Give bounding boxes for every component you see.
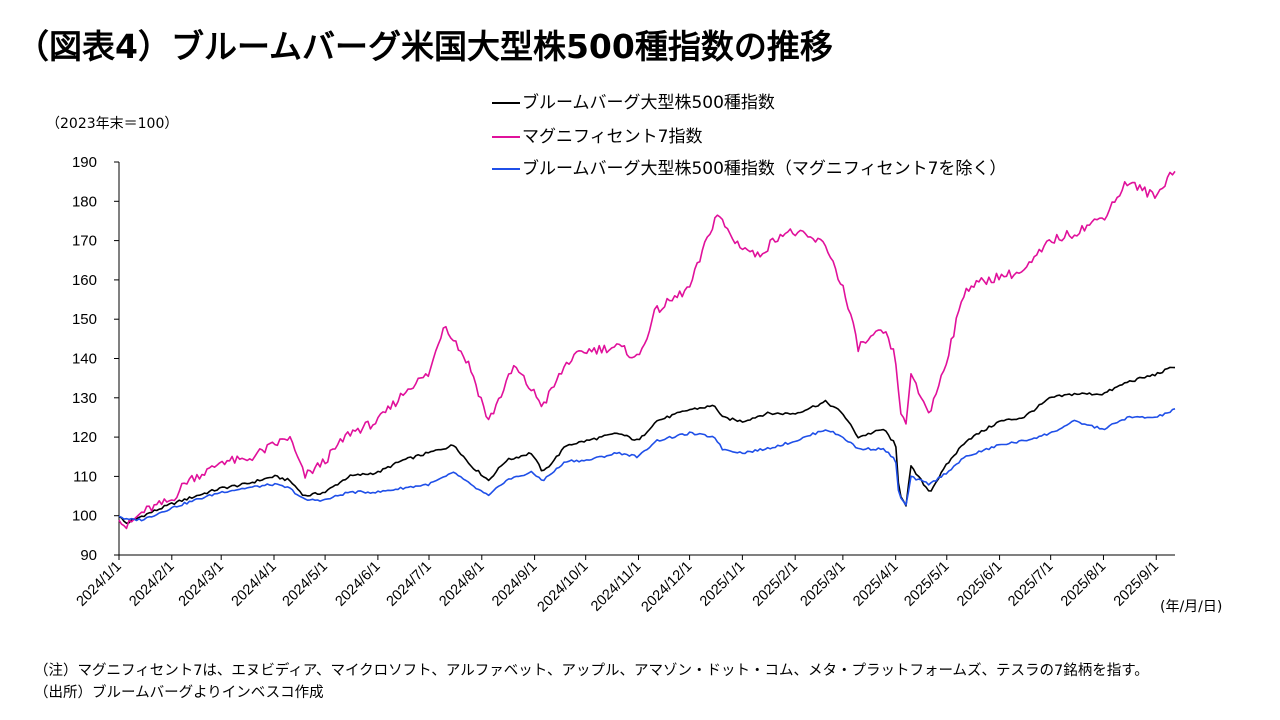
- series-line-sp500: [118, 366, 1176, 525]
- footnote-note: （注）マグニフィセント7は、エヌビディア、マイクロソフト、アルファベット、アップ…: [34, 663, 1149, 679]
- y-axis-unit-label: （2023年末＝100）: [46, 116, 179, 132]
- x-tick-label: 2025/9/1: [1111, 559, 1162, 610]
- x-tick-label: 2024/1/1: [74, 559, 125, 610]
- chart-title: （図表4）ブルームバーグ米国大型株500種指数の推移: [16, 27, 833, 66]
- series-line-ex-mag7: [118, 408, 1176, 522]
- x-tick-label: 2024/7/1: [384, 559, 435, 610]
- x-tick-label: 2025/6/1: [954, 559, 1005, 610]
- x-tick-label: 2024/5/1: [280, 559, 331, 610]
- y-tick-label: 150: [72, 311, 97, 328]
- y-tick-label: 170: [72, 233, 97, 250]
- y-tick-label: 160: [72, 272, 97, 289]
- legend-item-mag7: マグニフィセント7指数: [492, 124, 702, 150]
- x-tick-label: 2025/7/1: [1005, 559, 1056, 610]
- x-tick-label: 2024/12/1: [638, 559, 695, 616]
- x-tick-label: 2025/1/1: [697, 559, 748, 610]
- y-tick-label: 140: [72, 351, 97, 368]
- x-tick-label: 2025/2/1: [750, 559, 801, 610]
- legend-label-sp500: ブルームバーグ大型株500種指数: [522, 93, 775, 113]
- y-tick-label: 120: [72, 429, 97, 446]
- x-tick-label: 2024/2/1: [126, 559, 177, 610]
- y-tick-label: 130: [72, 390, 97, 407]
- x-axis-unit-label: (年/月/日): [1160, 599, 1223, 615]
- y-tick-label: 190: [72, 154, 97, 171]
- legend-item-ex-mag7: ブルームバーグ大型株500種指数（マグニフィセント7を除く）: [492, 156, 1006, 182]
- legend-label-ex-mag7: ブルームバーグ大型株500種指数（マグニフィセント7を除く）: [522, 159, 1007, 179]
- legend-swatch-sp500: [492, 102, 520, 104]
- y-tick-label: 100: [72, 508, 97, 525]
- footnotes: （注）マグニフィセント7は、エヌビディア、マイクロソフト、アルファベット、アップ…: [34, 660, 1149, 704]
- legend-label-mag7: マグニフィセント7指数: [522, 127, 703, 147]
- y-tick-label: 180: [72, 193, 97, 210]
- y-tick-label: 110: [73, 468, 97, 485]
- series-line-mag7: [118, 170, 1176, 530]
- x-tick-label: 2024/8/1: [436, 559, 487, 610]
- x-tick-label: 2024/3/1: [176, 559, 227, 610]
- x-tick-label: 2024/9/1: [489, 559, 540, 610]
- footnote-source: （出所）ブルームバーグよりインベスコ作成: [34, 685, 324, 701]
- x-tick-label: 2025/3/1: [797, 559, 848, 610]
- x-tick-label: 2024/10/1: [535, 559, 592, 616]
- y-tick-label: 90: [80, 547, 97, 564]
- x-tick-label: 2024/4/1: [229, 559, 280, 610]
- x-tick-label: 2024/6/1: [332, 559, 383, 610]
- x-tick-label: 2024/11/1: [588, 559, 644, 615]
- legend-swatch-ex-mag7: [492, 168, 520, 170]
- x-tick-label: 2025/8/1: [1058, 559, 1109, 610]
- legend-item-sp500: ブルームバーグ大型株500種指数: [492, 90, 775, 116]
- x-tick-label: 2025/5/1: [901, 559, 952, 610]
- legend-swatch-mag7: [492, 136, 520, 138]
- x-tick-label: 2025/4/1: [850, 559, 901, 610]
